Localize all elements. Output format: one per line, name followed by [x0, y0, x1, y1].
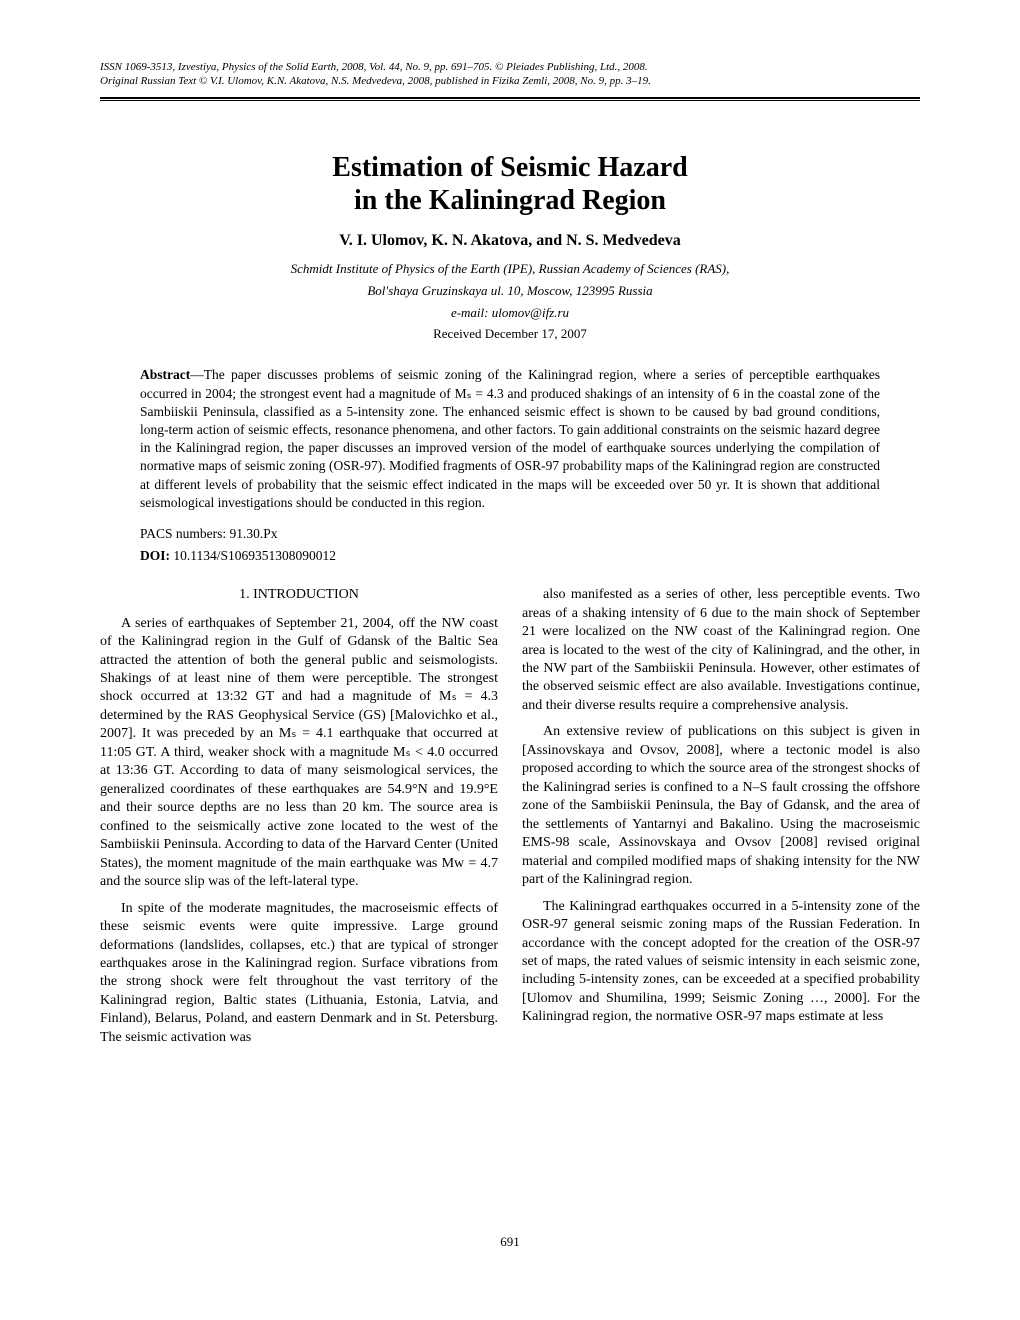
- left-para-2: In spite of the moderate magnitudes, the…: [100, 900, 498, 1048]
- right-column: also manifested as a series of other, le…: [522, 586, 920, 1055]
- section-title: INTRODUCTION: [253, 587, 359, 602]
- right-para-3: The Kaliningrad earthquakes occurred in …: [522, 898, 920, 1027]
- issn-line: ISSN 1069-3513, Izvestiya, Physics of th…: [100, 60, 920, 74]
- abstract-label: Abstract: [140, 367, 190, 382]
- abstract-text: —The paper discusses problems of seismic…: [140, 367, 880, 510]
- doi-label: DOI:: [140, 548, 170, 563]
- left-para-1: A series of earthquakes of September 21,…: [100, 615, 498, 892]
- affiliation-institute: Schmidt Institute of Physics of the Eart…: [100, 260, 920, 278]
- journal-header: ISSN 1069-3513, Izvestiya, Physics of th…: [100, 60, 920, 89]
- section-number: 1.: [239, 587, 250, 602]
- title-line-1: Estimation of Seismic Hazard: [100, 151, 920, 185]
- article-title: Estimation of Seismic Hazard in the Kali…: [100, 151, 920, 218]
- right-para-1: also manifested as a series of other, le…: [522, 586, 920, 715]
- right-para-2: An extensive review of publications on t…: [522, 723, 920, 889]
- received-date: Received December 17, 2007: [100, 326, 920, 342]
- authors: V. I. Ulomov, K. N. Akatova, and N. S. M…: [100, 232, 920, 250]
- original-text-line: Original Russian Text © V.I. Ulomov, K.N…: [100, 74, 920, 88]
- body-columns: 1. INTRODUCTION A series of earthquakes …: [100, 586, 920, 1055]
- title-line-2: in the Kaliningrad Region: [100, 184, 920, 218]
- page-number: 691: [100, 1234, 920, 1250]
- affiliation-address: Bol'shaya Gruzinskaya ul. 10, Moscow, 12…: [100, 282, 920, 300]
- abstract-block: Abstract—The paper discusses problems of…: [140, 366, 880, 512]
- left-column: 1. INTRODUCTION A series of earthquakes …: [100, 586, 498, 1055]
- affiliation-email: e-mail: ulomov@ifz.ru: [100, 304, 920, 322]
- doi-value: 10.1134/S1069351308090012: [173, 548, 336, 563]
- section-1-heading: 1. INTRODUCTION: [100, 586, 498, 604]
- header-rule: [100, 97, 920, 101]
- doi-block: DOI: 10.1134/S1069351308090012: [140, 548, 880, 564]
- pacs-numbers: PACS numbers: 91.30.Px: [140, 526, 880, 542]
